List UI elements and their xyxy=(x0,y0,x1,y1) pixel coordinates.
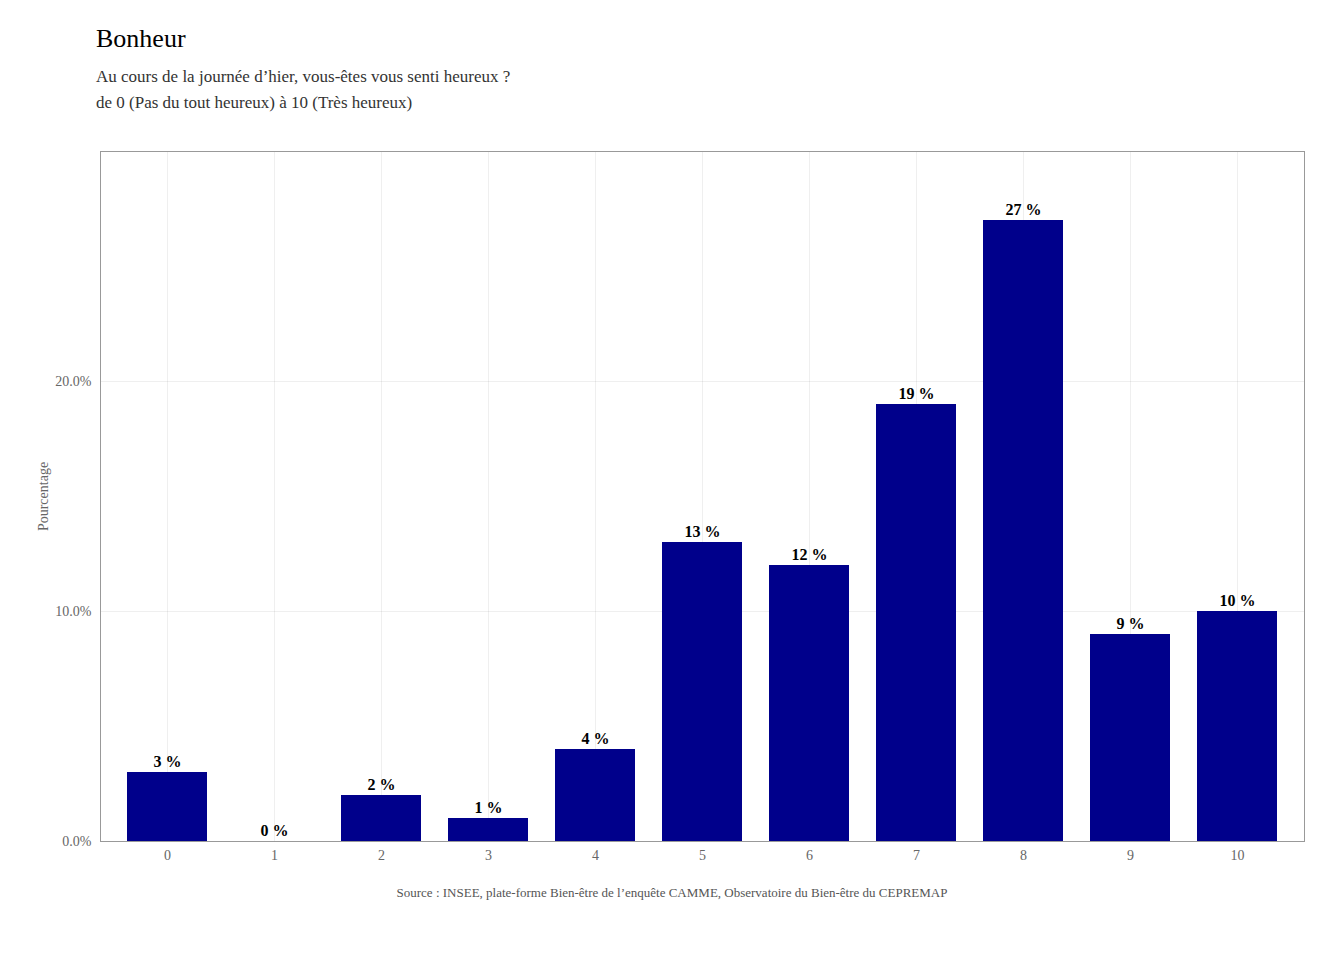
svg-text:2 %: 2 % xyxy=(368,776,396,793)
svg-text:8: 8 xyxy=(1020,848,1027,863)
svg-text:0 %: 0 % xyxy=(261,822,289,839)
html-text:Source : INSEE, plate-forme Bi: Source : INSEE, plate-forme Bien-être de… xyxy=(396,885,948,900)
svg-text:13 %: 13 % xyxy=(685,523,721,540)
svg-text:0.0%: 0.0% xyxy=(62,834,92,849)
svg-text:3 %: 3 % xyxy=(154,753,182,770)
html-text:Au cours de la journée d’hier,: Au cours de la journée d’hier, vous-êtes… xyxy=(96,67,511,112)
svg-text:10 %: 10 % xyxy=(1220,592,1256,609)
svg-text:5: 5 xyxy=(699,848,706,863)
svg-text:10.0%: 10.0% xyxy=(55,604,92,619)
svg-text:4 %: 4 % xyxy=(582,730,610,747)
svg-text:1 %: 1 % xyxy=(475,799,503,816)
svg-text:9 %: 9 % xyxy=(1117,615,1145,632)
svg-text:20.0%: 20.0% xyxy=(55,374,92,389)
svg-text:2: 2 xyxy=(378,848,385,863)
html-text:Bonheur: Bonheur xyxy=(96,24,186,53)
svg-text:0: 0 xyxy=(164,848,171,863)
svg-text:3: 3 xyxy=(485,848,492,863)
svg-text:6: 6 xyxy=(806,848,813,863)
svg-text:9: 9 xyxy=(1127,848,1134,863)
svg-text:27 %: 27 % xyxy=(1006,201,1042,218)
svg-text:1: 1 xyxy=(271,848,278,863)
svg-text:12 %: 12 % xyxy=(792,546,828,563)
svg-text:7: 7 xyxy=(913,848,920,863)
svg-text:4: 4 xyxy=(592,848,599,863)
svg-text:10: 10 xyxy=(1231,848,1245,863)
svg-text:19 %: 19 % xyxy=(899,385,935,402)
svg-text:Pourcentage: Pourcentage xyxy=(36,462,51,531)
